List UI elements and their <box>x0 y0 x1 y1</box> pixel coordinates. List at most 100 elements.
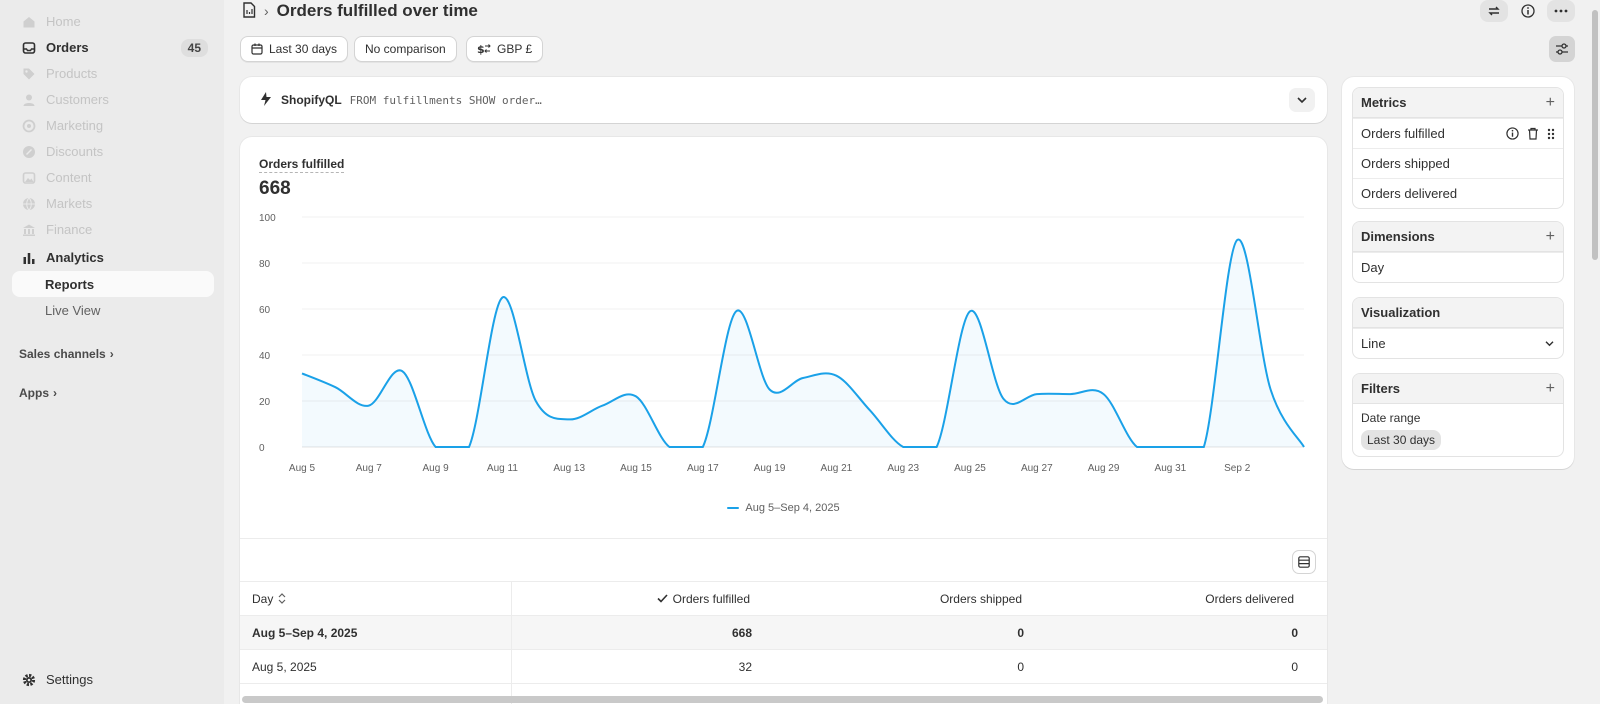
breadcrumb: › Orders fulfilled over time <box>242 0 478 22</box>
currency-picker[interactable]: $ GBP £ <box>466 36 544 62</box>
add-filter-icon[interactable]: + <box>1545 379 1555 397</box>
table-cell: 32 <box>738 659 752 674</box>
sidebar-item-analytics[interactable]: Analytics <box>12 244 214 271</box>
add-metric-icon[interactable]: + <box>1545 93 1555 111</box>
x-tick-label: Aug 31 <box>1155 463 1187 474</box>
visualization-value: Line <box>1361 336 1386 351</box>
metric-item-label: Orders shipped <box>1361 156 1450 171</box>
table-cell: Aug 5, 2025 <box>252 659 317 674</box>
sales-channels-label: Sales channels <box>19 347 106 361</box>
y-tick-label: 0 <box>259 443 265 454</box>
column-divider <box>511 581 512 704</box>
info-button[interactable] <box>1514 0 1542 22</box>
y-tick-label: 40 <box>259 351 271 362</box>
gear-icon <box>22 673 36 687</box>
svg-text:$: $ <box>477 43 485 55</box>
dimensions-group: Dimensions + Day <box>1352 221 1564 283</box>
tag-icon <box>22 67 36 81</box>
sliders-icon <box>1556 43 1568 55</box>
sidebar-item-discounts[interactable]: Discounts <box>12 138 214 165</box>
metrics-header: Metrics + <box>1353 88 1563 118</box>
sidebar-item-label: Home <box>46 14 81 29</box>
filter-value-chip[interactable]: Last 30 days <box>1361 430 1442 450</box>
table-row: Aug 5, 2025 32 0 0 <box>240 649 1327 683</box>
metric-label[interactable]: Orders fulfilled <box>259 157 345 173</box>
sidebar-item-label: Markets <box>46 196 93 211</box>
sidebar-item-content[interactable]: Content <box>12 164 214 191</box>
sidebar-item-label: Finance <box>46 222 93 237</box>
apps-label: Apps <box>19 386 49 400</box>
sidebar-item-reports[interactable]: Reports <box>12 271 214 297</box>
sidebar-item-orders[interactable]: Orders 45 <box>12 34 214 61</box>
chevron-down-icon <box>1545 341 1554 347</box>
date-range-picker[interactable]: Last 30 days <box>240 36 349 62</box>
drag-handle-icon[interactable] <box>1547 128 1555 140</box>
currency-label: GBP £ <box>497 42 533 56</box>
sales-channels-section[interactable]: Sales channels › <box>19 347 114 361</box>
bar-chart-icon <box>22 251 36 265</box>
calendar-icon <box>251 43 263 55</box>
metric-item-label: Orders fulfilled <box>1361 126 1445 141</box>
divider <box>240 538 1327 539</box>
line-chart[interactable]: 0 20 40 60 80 100 Aug 5 Aug 7 Aug 9 Aug 11 Aug 13 A… <box>240 207 1327 497</box>
sidebar-item-home[interactable]: Home <box>12 8 214 35</box>
sidebar-item-markets[interactable]: Markets <box>12 190 214 217</box>
toggle-config-panel-button[interactable] <box>1549 36 1575 62</box>
x-tick-label: Aug 9 <box>423 463 450 474</box>
visualization-select[interactable]: Line <box>1353 328 1563 358</box>
report-file-icon[interactable] <box>242 1 256 21</box>
more-horizontal-icon <box>1554 9 1568 13</box>
table-row <box>240 683 1327 704</box>
comparison-label: No comparison <box>365 42 446 56</box>
filter-label: Date range <box>1361 411 1421 425</box>
column-header-orders-shipped[interactable]: Orders shipped <box>750 582 1022 615</box>
add-dimension-icon[interactable]: + <box>1545 227 1555 245</box>
metric-item-orders-shipped[interactable]: Orders shipped <box>1353 148 1563 178</box>
sidebar-item-settings[interactable]: Settings <box>12 666 214 693</box>
metric-item-orders-fulfilled[interactable]: Orders fulfilled <box>1353 118 1563 148</box>
more-actions-button[interactable] <box>1547 0 1575 22</box>
sidebar-item-label: Customers <box>46 92 109 107</box>
sidebar-item-label: Orders <box>46 40 89 55</box>
dimension-item-day[interactable]: Day <box>1353 252 1563 282</box>
vertical-scrollbar[interactable] <box>1591 0 1599 704</box>
query-preview[interactable]: FROM fulfillments SHOW order… <box>349 93 542 107</box>
sidebar-item-marketing[interactable]: Marketing <box>12 112 214 139</box>
table-view-button[interactable] <box>1292 550 1316 574</box>
chevron-down-icon <box>1297 97 1307 104</box>
x-tick-label: Aug 5 <box>289 463 316 474</box>
x-tick-label: Aug 27 <box>1021 463 1053 474</box>
horizontal-scrollbar[interactable] <box>242 696 1323 703</box>
metrics-title: Metrics <box>1361 95 1407 110</box>
x-tick-label: Aug 19 <box>754 463 786 474</box>
trash-icon[interactable] <box>1527 127 1539 140</box>
sidebar-item-customers[interactable]: Customers <box>12 86 214 113</box>
sidebar-item-finance[interactable]: Finance <box>12 216 214 243</box>
filters-header: Filters + <box>1353 374 1563 404</box>
expand-query-button[interactable] <box>1289 88 1315 112</box>
chart-legend[interactable]: Aug 5–Sep 4, 2025 <box>240 502 1327 514</box>
column-header-day[interactable]: Day <box>252 582 286 615</box>
switch-button[interactable] <box>1480 0 1508 22</box>
scrollbar-thumb[interactable] <box>1592 10 1598 260</box>
sidebar-item-products[interactable]: Products <box>12 60 214 87</box>
sidebar-item-live-view[interactable]: Live View <box>45 302 101 318</box>
x-tick-label: Aug 7 <box>356 463 383 474</box>
table-header-row: Day Orders fulfilled Orders shipped Orde… <box>240 581 1327 615</box>
shopifyql-bar[interactable]: ShopifyQL FROM fulfillments SHOW order… <box>240 77 1327 123</box>
metric-item-orders-delivered[interactable]: Orders delivered <box>1353 178 1563 208</box>
shopifyql-label: ShopifyQL <box>281 93 342 107</box>
column-header-orders-fulfilled[interactable]: Orders fulfilled <box>512 582 750 615</box>
y-tick-label: 100 <box>259 213 276 224</box>
info-icon <box>1521 4 1535 18</box>
apps-section[interactable]: Apps › <box>19 386 57 400</box>
person-icon <box>22 93 36 107</box>
column-header-orders-delivered[interactable]: Orders delivered <box>1022 582 1294 615</box>
currency-exchange-icon: $ <box>477 43 491 55</box>
filter-item-date-range[interactable]: Date range Last 30 days <box>1353 404 1563 456</box>
x-tick-label: Aug 23 <box>887 463 919 474</box>
info-icon[interactable] <box>1506 127 1519 140</box>
x-tick-label: Aug 21 <box>821 463 853 474</box>
comparison-picker[interactable]: No comparison <box>354 36 457 62</box>
filters-group: Filters + Date range Last 30 days <box>1352 373 1564 457</box>
